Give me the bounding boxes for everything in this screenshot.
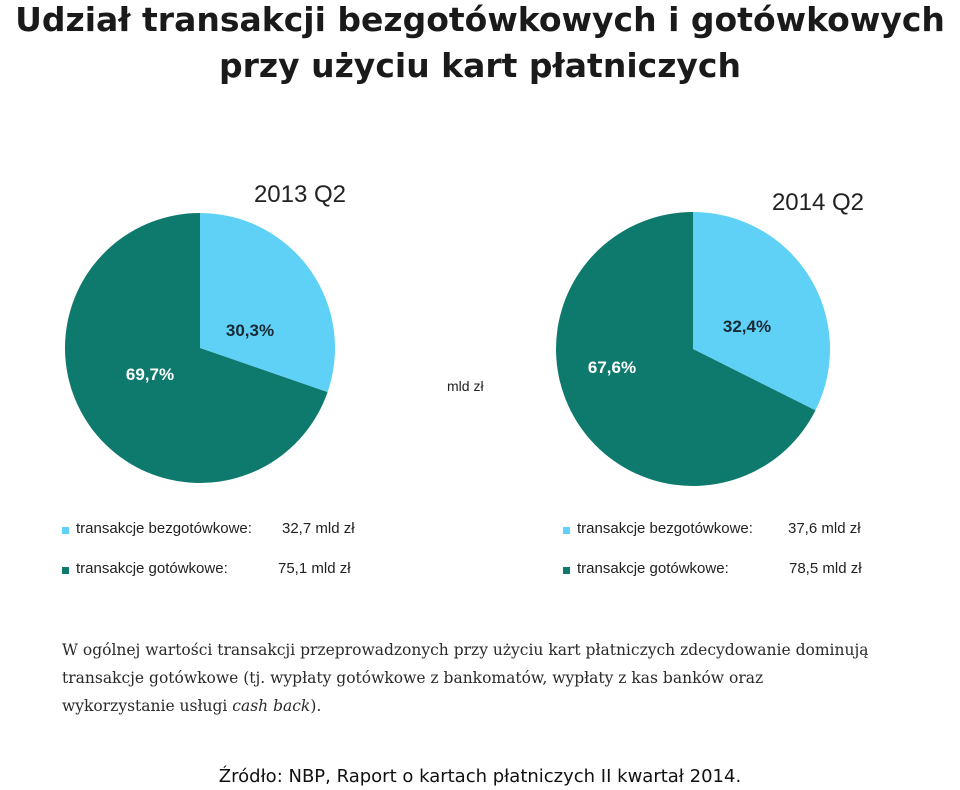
legend-label: transakcje bezgotówkowe: (76, 520, 252, 537)
pie-slice-label: 32,4% (723, 317, 771, 336)
pie-chart-title: 2013 Q2 (254, 181, 346, 208)
legend-2013-cash: transakcje gotówkowe: 75,1 mld zł (62, 560, 382, 580)
pie-chart-title: 2014 Q2 (772, 189, 864, 216)
legend-swatch-cashless (563, 527, 570, 534)
pie-slice-cash (64, 213, 328, 483)
description-emphasis: cash back (232, 697, 311, 715)
legend-swatch-cash (563, 567, 570, 574)
pie-slice-cashless (693, 212, 831, 411)
legend-value: 75,1 mld zł (278, 560, 351, 577)
page-title-line2: przy użyciu kart płatniczych (219, 46, 741, 85)
legend-swatch-cash (62, 567, 69, 574)
legend-label: transakcje gotówkowe: (76, 560, 228, 577)
pie-slice-label: 69,7% (126, 365, 174, 384)
pie-slice-cashless (200, 213, 335, 393)
pie-slice-cash (556, 212, 816, 486)
pie-slice-label: 67,6% (588, 358, 636, 377)
description-suffix: ). (310, 697, 322, 715)
pie-slice-label: 30,3% (226, 321, 274, 340)
pie-charts: 30,3% 69,7% 2013 Q2 32,4% 67,6% 2014 Q2 (64, 181, 864, 486)
legend-2014-cashless: transakcje bezgotówkowe: 37,6 mld zł (563, 520, 883, 540)
description-text: W ogólnej wartości transakcji przeprowad… (62, 641, 869, 715)
legend-label: transakcje bezgotówkowe: (577, 520, 753, 537)
legend-value: 32,7 mld zł (282, 520, 355, 537)
legend-value: 37,6 mld zł (788, 520, 861, 537)
legend-swatch-cashless (62, 527, 69, 534)
page-title-line1: Udział transakcji bezgotówkowych i gotów… (15, 0, 945, 39)
unit-label: mld zł (447, 378, 484, 394)
legend-2013-cashless: transakcje bezgotówkowe: 32,7 mld zł (62, 520, 382, 540)
source-note: Źródło: NBP, Raport o kartach płatniczyc… (218, 766, 742, 787)
legend-2014-cash: transakcje gotówkowe: 78,5 mld zł (563, 560, 883, 580)
description-paragraph: W ogólnej wartości transakcji przeprowad… (62, 636, 872, 720)
legend-label: transakcje gotówkowe: (577, 560, 729, 577)
legend-value: 78,5 mld zł (789, 560, 862, 577)
